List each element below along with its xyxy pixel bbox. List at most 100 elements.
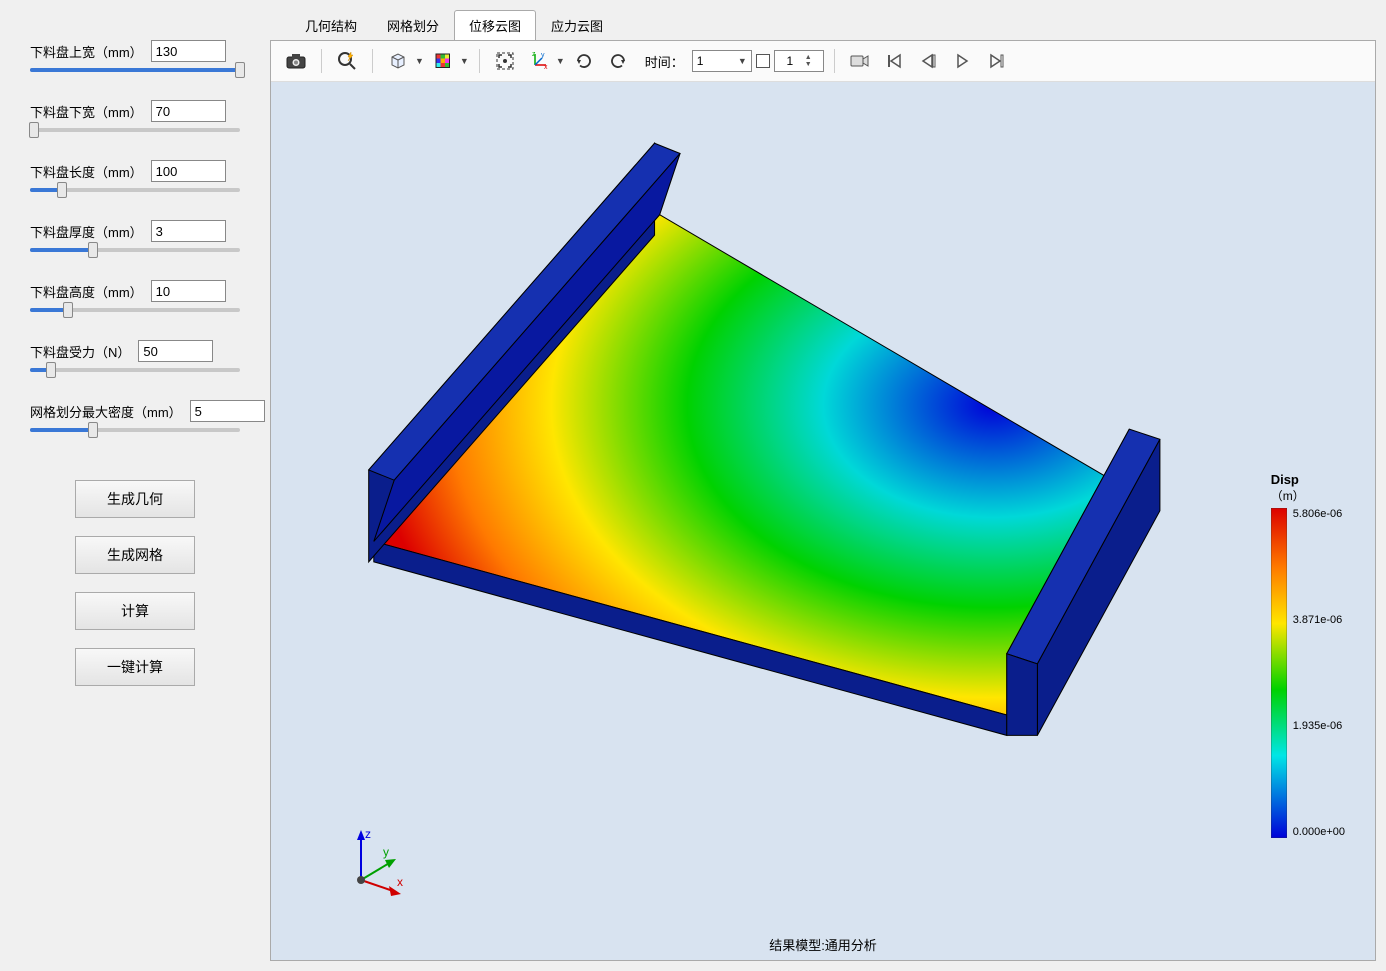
screenshot-button[interactable] <box>281 47 311 75</box>
svg-text:z: z <box>532 51 536 58</box>
param-group: 下料盘下宽（mm） <box>30 100 240 132</box>
param-input-3[interactable] <box>151 220 226 242</box>
legend-title: Disp <box>1271 472 1299 487</box>
video-camera-icon <box>850 53 870 69</box>
legend-tick: 0.000e+00 <box>1293 826 1345 838</box>
legend-tick: 1.935e-06 <box>1293 720 1345 732</box>
separator <box>479 49 480 73</box>
play-button[interactable] <box>947 47 977 75</box>
param-label: 下料盘厚度（mm） <box>30 222 143 241</box>
step-forward-button[interactable] <box>981 47 1011 75</box>
step-back-icon <box>920 53 936 69</box>
param-group: 网格划分最大密度（mm） <box>30 400 240 432</box>
axis-y-label: y <box>383 845 389 859</box>
param-group: 下料盘厚度（mm） <box>30 220 240 252</box>
param-label: 下料盘下宽（mm） <box>30 102 143 121</box>
time-frame-input[interactable]: ▲▼ <box>774 50 824 72</box>
time-step-select[interactable]: 1 ▼ <box>692 50 752 72</box>
action-buttons: 生成几何 生成网格 计算 一键计算 <box>30 480 240 686</box>
main-panel: 几何结构网格划分位移云图应力云图 ▼ <box>270 10 1376 961</box>
chevron-down-icon[interactable]: ▼ <box>415 56 424 66</box>
one-click-compute-button[interactable]: 一键计算 <box>75 648 195 686</box>
param-label: 下料盘长度（mm） <box>30 162 143 181</box>
time-frame-field[interactable] <box>775 54 805 68</box>
skip-start-button[interactable] <box>879 47 909 75</box>
viewer-toolbar: ▼ ▼ <box>271 41 1375 82</box>
color-scheme-button[interactable] <box>428 47 458 75</box>
separator <box>321 49 322 73</box>
generate-geometry-button[interactable]: 生成几何 <box>75 480 195 518</box>
param-input-6[interactable] <box>190 400 265 422</box>
chevron-down-icon[interactable]: ▼ <box>460 56 469 66</box>
param-label: 网格划分最大密度（mm） <box>30 402 182 421</box>
param-label: 下料盘受力（N） <box>30 342 130 361</box>
axis-view-button[interactable]: zxy <box>524 47 554 75</box>
fit-view-button[interactable] <box>490 47 520 75</box>
param-group: 下料盘上宽（mm） <box>30 40 240 72</box>
chevron-down-icon: ▼ <box>738 56 747 66</box>
fea-model-render <box>271 82 1375 960</box>
camera-icon <box>286 53 306 69</box>
time-step-value: 1 <box>697 54 704 68</box>
tab-bar: 几何结构网格划分位移云图应力云图 <box>270 10 1376 40</box>
play-icon <box>954 53 970 69</box>
separator <box>834 49 835 73</box>
param-slider-6[interactable] <box>30 428 240 432</box>
app-root: 下料盘上宽（mm） 下料盘下宽（mm） 下料盘长度（mm） 下料盘厚度（mm） <box>0 0 1386 971</box>
rotate-ccw-icon <box>608 51 628 71</box>
spin-up-icon[interactable]: ▲ <box>805 54 812 61</box>
tab-2[interactable]: 位移云图 <box>454 10 536 40</box>
color-legend: Disp （m） 5.806e-063.871e-061.935e-060.00… <box>1271 472 1345 838</box>
param-group: 下料盘高度（mm） <box>30 280 240 312</box>
param-slider-5[interactable] <box>30 368 240 372</box>
tab-0[interactable]: 几何结构 <box>290 10 372 40</box>
param-slider-0[interactable] <box>30 68 240 72</box>
param-slider-4[interactable] <box>30 308 240 312</box>
param-input-5[interactable] <box>138 340 213 362</box>
param-slider-1[interactable] <box>30 128 240 132</box>
separator <box>372 49 373 73</box>
fit-screen-icon <box>495 51 515 71</box>
axis-x-label: x <box>397 875 403 889</box>
rubiks-cube-icon <box>433 51 453 71</box>
generate-mesh-button[interactable]: 生成网格 <box>75 536 195 574</box>
axis-triad: z y x <box>341 820 421 900</box>
record-button[interactable] <box>845 47 875 75</box>
param-input-0[interactable] <box>151 40 226 62</box>
time-label: 时间： <box>645 52 684 71</box>
zoom-button[interactable] <box>332 47 362 75</box>
skip-start-icon <box>886 53 902 69</box>
param-label: 下料盘高度（mm） <box>30 282 143 301</box>
tab-3[interactable]: 应力云图 <box>536 10 618 40</box>
param-input-2[interactable] <box>151 160 226 182</box>
render-canvas[interactable]: z y x Disp （m） 5.806 <box>271 82 1375 960</box>
svg-text:x: x <box>544 64 548 71</box>
param-input-1[interactable] <box>151 100 226 122</box>
param-group: 下料盘长度（mm） <box>30 160 240 192</box>
param-slider-2[interactable] <box>30 188 240 192</box>
legend-gradient-bar <box>1271 508 1287 838</box>
axis-z-label: z <box>365 827 371 841</box>
render-mode-button[interactable] <box>383 47 413 75</box>
stop-button[interactable] <box>756 54 770 68</box>
legend-tick: 5.806e-06 <box>1293 508 1345 520</box>
rotate-ccw-button[interactable] <box>603 47 633 75</box>
param-label: 下料盘上宽（mm） <box>30 42 143 61</box>
magnifier-bolt-icon <box>337 51 357 71</box>
chevron-down-icon[interactable]: ▼ <box>556 56 565 66</box>
result-model-label: 结果模型:通用分析 <box>769 935 877 954</box>
compute-button[interactable]: 计算 <box>75 592 195 630</box>
param-slider-3[interactable] <box>30 248 240 252</box>
legend-tick: 3.871e-06 <box>1293 614 1345 626</box>
step-back-button[interactable] <box>913 47 943 75</box>
rotate-cw-button[interactable] <box>569 47 599 75</box>
param-group: 下料盘受力（N） <box>30 340 240 372</box>
legend-ticks: 5.806e-06 3.871e-06 1.935e-06 0.000e+00 <box>1293 508 1345 838</box>
tab-1[interactable]: 网格划分 <box>372 10 454 40</box>
viewport: ▼ ▼ <box>270 40 1376 961</box>
param-input-4[interactable] <box>151 280 226 302</box>
step-forward-icon <box>988 53 1004 69</box>
cube-outline-icon <box>388 51 408 71</box>
spin-down-icon[interactable]: ▼ <box>805 61 812 68</box>
rotate-cw-icon <box>574 51 594 71</box>
